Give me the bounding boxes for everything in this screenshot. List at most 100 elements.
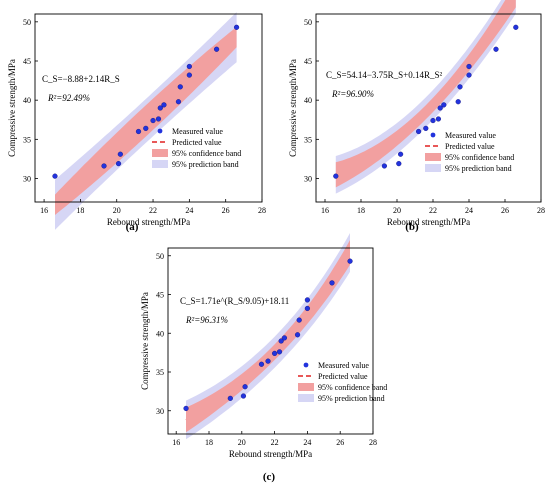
y-tick-label: 45 [304, 57, 312, 66]
measured-point [150, 117, 156, 124]
x-axis-label: Rebound strength/MPa [229, 449, 312, 459]
measured-point [281, 335, 288, 341]
legend: Measured value Predicted value 95% confide… [152, 127, 241, 169]
x-axis-label: Rebound strength/MPa [107, 217, 190, 227]
x-tick-label: 18 [76, 206, 84, 215]
x-tick-label: 22 [429, 206, 437, 215]
x-tick-label: 26 [336, 438, 344, 447]
legend-measured-label: Measured value [445, 131, 496, 140]
measured-point [272, 350, 278, 357]
legend-measured-marker [157, 128, 163, 134]
confidence-band [55, 27, 237, 215]
x-tick-label: 26 [501, 206, 509, 215]
y-tick-label: 45 [23, 57, 31, 66]
chart-panel-3: 16 18 20 22 24 26 28 30 35 40 45 50 Rebound strength… [140, 233, 387, 483]
measured-point [227, 395, 233, 401]
x-tick-label: 16 [321, 206, 329, 215]
legend-measured-marker [430, 132, 436, 138]
measured-point [493, 46, 499, 52]
legend-measured-label: Measured value [172, 127, 223, 136]
x-tick-label: 18 [205, 438, 213, 447]
legend-confidence-swatch [298, 383, 314, 391]
measured-point [455, 99, 461, 105]
x-tick-label: 16 [172, 438, 180, 447]
legend-confidence-swatch [152, 149, 168, 157]
x-tick-label: 24 [465, 206, 473, 215]
legend-predicted-label: Predicted value [445, 142, 495, 151]
measured-point [183, 405, 189, 412]
measured-point [143, 125, 149, 131]
measured-point [258, 361, 265, 367]
y-tick-label: 30 [304, 175, 312, 184]
legend-prediction-swatch [152, 160, 168, 168]
measured-point [466, 63, 472, 70]
x-tick-label: 22 [271, 438, 279, 447]
measured-point [161, 102, 167, 108]
y-tick-label: 50 [23, 18, 31, 27]
measured-point [186, 72, 192, 78]
measured-point [233, 24, 240, 30]
x-tick-label: 28 [369, 438, 377, 447]
y-tick-label: 40 [304, 96, 312, 105]
measured-point [117, 151, 123, 157]
x-tick-label: 24 [185, 206, 193, 215]
measured-point [329, 280, 335, 286]
measured-point [115, 161, 122, 167]
x-tick-label: 20 [238, 438, 246, 447]
legend-confidence-label: 95% confidence band [172, 149, 241, 158]
panel-label: (b) [405, 221, 419, 233]
legend-measured-label: Measured value [318, 361, 369, 370]
legend-prediction-label: 95% prediction band [318, 394, 385, 403]
x-tick-label: 20 [113, 206, 121, 215]
measured-point [396, 161, 402, 167]
y-axis-label: Compressive strength/MPa [7, 59, 17, 157]
panel-label: (c) [263, 471, 276, 483]
measured-point [416, 128, 422, 135]
legend-prediction-swatch [425, 164, 441, 172]
measured-point [101, 163, 107, 169]
measured-point [333, 173, 339, 179]
measured-point [466, 72, 472, 78]
measured-point [186, 63, 192, 70]
legend-prediction-label: 95% prediction band [445, 164, 512, 173]
equation-text: C_S=−8.88+2.14R_S [42, 74, 120, 84]
legend-measured-marker [303, 362, 309, 368]
legend-confidence-label: 95% confidence band [318, 383, 387, 392]
x-tick-label: 26 [222, 206, 230, 215]
legend-predicted-label: Predicted value [318, 372, 368, 381]
legend-predicted-label: Predicted value [172, 138, 222, 147]
y-tick-label: 50 [156, 252, 164, 261]
y-axis-label: Compressive strength/MPa [288, 59, 298, 157]
x-tick-label: 28 [537, 206, 545, 215]
measured-point [304, 297, 311, 303]
measured-point [240, 393, 247, 399]
legend-confidence-label: 95% confidence band [445, 153, 514, 162]
x-tick-label: 18 [357, 206, 365, 215]
measured-point [294, 332, 301, 338]
measured-point [513, 24, 519, 30]
measured-point [242, 384, 248, 390]
legend-prediction-label: 95% prediction band [172, 160, 239, 169]
y-tick-label: 30 [156, 407, 164, 416]
legend-confidence-swatch [425, 153, 441, 161]
measured-point [437, 105, 443, 111]
confidence-band [186, 240, 350, 433]
x-tick-label: 28 [258, 206, 266, 215]
y-tick-label: 40 [156, 329, 164, 338]
chart-panel-2: 16 18 20 22 24 26 28 30 35 40 45 50 Rebound strength… [288, 0, 545, 233]
plot-frame [167, 247, 374, 435]
y-tick-label: 45 [156, 291, 164, 300]
y-tick-label: 50 [304, 18, 312, 27]
x-tick-label: 16 [40, 206, 48, 215]
equation-text: C_S=54.14−3.75R_S+0.14R_S² [326, 70, 443, 80]
x-tick-label: 22 [149, 206, 157, 215]
measured-point [435, 116, 442, 122]
measured-point [398, 151, 404, 157]
measured-point [276, 349, 283, 355]
x-tick-label: 24 [303, 438, 311, 447]
measured-point [423, 125, 429, 131]
panel-label: (a) [126, 221, 139, 233]
measured-point [214, 46, 220, 52]
confidence-band [335, 0, 516, 188]
